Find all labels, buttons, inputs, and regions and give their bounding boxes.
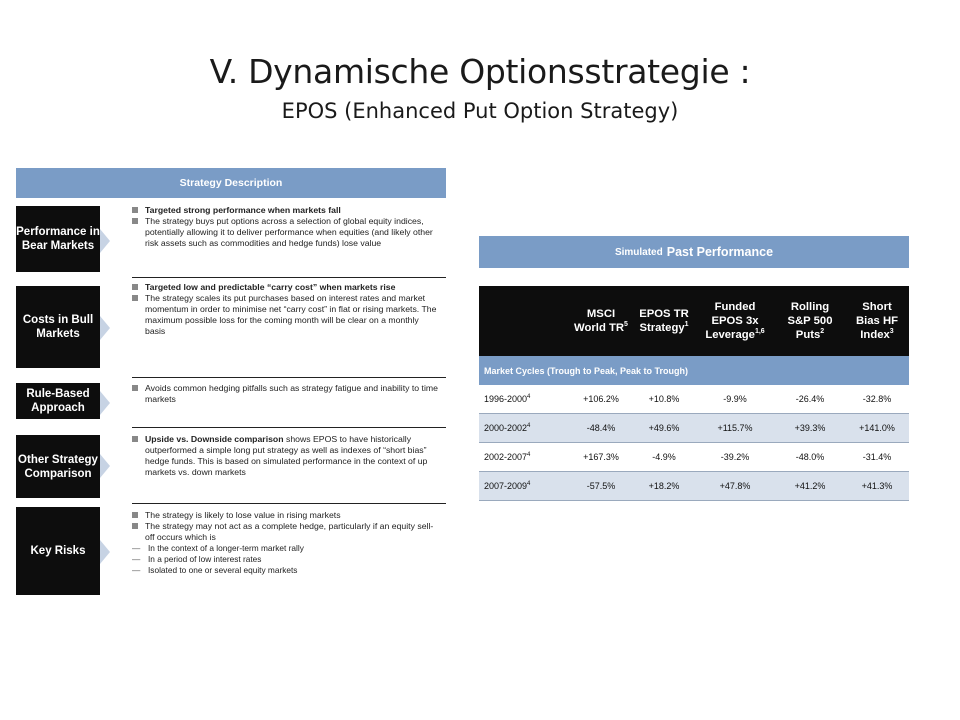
column-header-msci: MSCI World TR5 xyxy=(574,308,628,334)
row-body: Avoids common hedging pitfalls such as s… xyxy=(132,378,446,428)
strategy-row-bear-markets: Performance in Bear Markets Targeted str… xyxy=(16,204,446,278)
performance-header-small: Simulated xyxy=(614,246,663,258)
square-bullet-icon xyxy=(132,284,138,290)
value-cell: -26.4% xyxy=(795,394,825,404)
square-bullet-icon xyxy=(132,385,138,391)
row-label: Performance in Bear Markets xyxy=(16,206,100,272)
square-bullet-icon xyxy=(132,295,138,301)
value-cell: +106.2% xyxy=(583,394,619,404)
bullet-item: Upside vs. Downside comparison shows EPO… xyxy=(132,434,438,478)
slide-title: V. Dynamische Optionsstrategie : xyxy=(209,52,751,91)
value-cell: -32.8% xyxy=(862,394,892,404)
square-bullet-icon xyxy=(132,523,138,529)
value-cell: +10.8% xyxy=(648,394,680,404)
performance-header-big: Past Performance xyxy=(666,245,774,259)
chevron-right-icon xyxy=(100,204,132,278)
period-cell: 2002-20074 xyxy=(484,452,531,462)
square-bullet-icon xyxy=(132,512,138,518)
value-cell: +18.2% xyxy=(648,481,680,491)
chevron-right-icon xyxy=(100,378,132,428)
dash-item: — In a period of low interest rates xyxy=(132,554,262,564)
column-header-short-bias: Short Bias HF Index3 xyxy=(855,301,899,341)
dash-item: — In the context of a longer-term market… xyxy=(132,543,304,553)
period-cell: 1996-20004 xyxy=(484,394,531,404)
square-bullet-icon xyxy=(132,207,138,213)
row-label: Rule-Based Approach xyxy=(16,383,100,419)
value-cell: -31.4% xyxy=(862,452,892,462)
value-cell: -57.5% xyxy=(586,481,616,491)
value-cell: -4.9% xyxy=(652,452,676,462)
value-cell: +49.6% xyxy=(648,423,680,433)
value-cell: -48.4% xyxy=(586,423,616,433)
row-label: Other Strategy Comparison xyxy=(16,435,100,498)
strategy-row-bull-markets: Costs in Bull Markets Targeted low and p… xyxy=(16,278,446,378)
row-label: Costs in Bull Markets xyxy=(16,286,100,368)
bullet-item: The strategy is likely to lose value in … xyxy=(132,510,438,521)
row-body: Upside vs. Downside comparison shows EPO… xyxy=(132,428,446,504)
value-cell: +167.3% xyxy=(583,452,619,462)
table-row: 2007-20094 -57.5% +18.2% +47.8% +41.2% +… xyxy=(479,472,909,501)
value-cell: +115.7% xyxy=(717,423,753,433)
chevron-right-icon xyxy=(100,278,132,378)
strategy-row-rule-based: Rule-Based Approach Avoids common hedgin… xyxy=(16,378,446,428)
strategy-row-other-comparison: Other Strategy Comparison Upside vs. Dow… xyxy=(16,428,446,504)
bullet-item: Targeted low and predictable “carry cost… xyxy=(132,282,438,293)
value-cell: -9.9% xyxy=(723,394,747,404)
market-cycles-section-label: Market Cycles (Trough to Peak, Peak to T… xyxy=(479,356,909,385)
bullet-item: The strategy may not act as a complete h… xyxy=(132,521,438,543)
column-header-epos: EPOS TR Strategy1 xyxy=(639,308,689,334)
value-cell: +141.0% xyxy=(859,423,895,433)
row-body: Targeted low and predictable “carry cost… xyxy=(132,278,446,378)
value-cell: +47.8% xyxy=(719,481,751,491)
table-row: 2000-20024 -48.4% +49.6% +115.7% +39.3% … xyxy=(479,414,909,443)
column-header-rolling-puts: Rolling S&P 500 Puts2 xyxy=(787,301,833,341)
dash-icon: — xyxy=(132,565,141,575)
table-header-empty xyxy=(479,286,569,356)
row-label: Key Risks xyxy=(16,507,100,595)
value-cell: +41.3% xyxy=(861,481,893,491)
square-bullet-icon xyxy=(132,218,138,224)
value-cell: +39.3% xyxy=(794,423,826,433)
dash-icon: — xyxy=(132,543,141,553)
performance-header: Simulated Past Performance xyxy=(479,236,909,268)
strategy-row-key-risks: Key Risks The strategy is likely to lose… xyxy=(16,504,446,599)
row-body: Targeted strong performance when markets… xyxy=(132,204,446,278)
chevron-right-icon xyxy=(100,504,132,599)
table-row: 1996-20004 +106.2% +10.8% -9.9% -26.4% -… xyxy=(479,385,909,414)
dash-icon: — xyxy=(132,554,141,564)
table-row: 2002-20074 +167.3% -4.9% -39.2% -48.0% -… xyxy=(479,443,909,472)
value-cell: -48.0% xyxy=(795,452,825,462)
period-cell: 2007-20094 xyxy=(484,481,531,491)
chevron-right-icon xyxy=(100,428,132,504)
square-bullet-icon xyxy=(132,436,138,442)
strategy-description-header: Strategy Description xyxy=(16,168,446,198)
table-header-row: MSCI World TR5 EPOS TR Strategy1 Funded EP… xyxy=(479,286,909,356)
strategy-description-panel: Strategy Description Performance in Bear… xyxy=(16,168,446,599)
bullet-item: The strategy scales its put purchases ba… xyxy=(132,293,438,337)
dash-item: — Isolated to one or several equity mark… xyxy=(132,565,298,575)
bullet-item: The strategy buys put options across a s… xyxy=(132,216,438,249)
slide-subtitle: EPOS (Enhanced Put Option Strategy) xyxy=(281,99,679,123)
row-body: The strategy is likely to lose value in … xyxy=(132,504,446,599)
bullet-item: Avoids common hedging pitfalls such as s… xyxy=(132,383,438,405)
value-cell: +41.2% xyxy=(794,481,826,491)
column-header-funded-epos: Funded EPOS 3x Leverage1,6 xyxy=(705,301,765,341)
bullet-item: Targeted strong performance when markets… xyxy=(132,205,438,216)
period-cell: 2000-20024 xyxy=(484,423,531,433)
slide-title-block: V. Dynamische Optionsstrategie : EPOS (E… xyxy=(0,52,960,123)
performance-table: MSCI World TR5 EPOS TR Strategy1 Funded EP… xyxy=(479,286,909,501)
value-cell: -39.2% xyxy=(720,452,750,462)
